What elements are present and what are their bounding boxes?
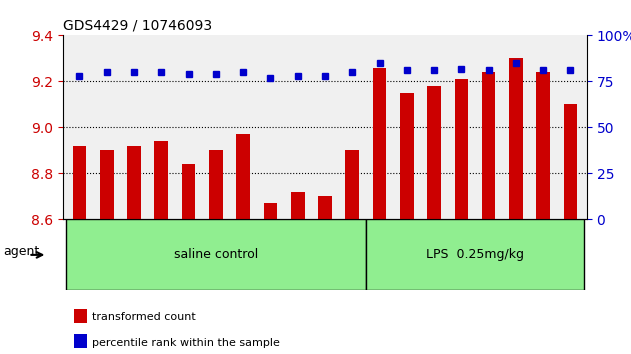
- Bar: [482, 72, 495, 219]
- Bar: [509, 58, 522, 219]
- Bar: [264, 203, 277, 219]
- Bar: [563, 104, 577, 219]
- Bar: [427, 86, 441, 219]
- Bar: [182, 164, 196, 219]
- Bar: [400, 93, 413, 219]
- Bar: [291, 192, 305, 219]
- Bar: [373, 68, 386, 219]
- Text: GDS4429 / 10746093: GDS4429 / 10746093: [63, 19, 212, 33]
- Text: agent: agent: [3, 245, 39, 258]
- Bar: [345, 150, 359, 219]
- Bar: [155, 141, 168, 219]
- Bar: [454, 79, 468, 219]
- Bar: [73, 146, 86, 219]
- Text: percentile rank within the sample: percentile rank within the sample: [92, 338, 280, 348]
- Bar: [237, 134, 250, 219]
- Bar: [66, 219, 366, 290]
- Bar: [536, 72, 550, 219]
- Text: LPS  0.25mg/kg: LPS 0.25mg/kg: [426, 249, 524, 261]
- Text: transformed count: transformed count: [92, 312, 196, 322]
- Bar: [366, 219, 584, 290]
- Bar: [74, 334, 86, 348]
- Bar: [318, 196, 332, 219]
- Bar: [209, 150, 223, 219]
- Bar: [127, 146, 141, 219]
- Bar: [74, 309, 86, 323]
- Text: saline control: saline control: [174, 249, 258, 261]
- Bar: [100, 150, 114, 219]
